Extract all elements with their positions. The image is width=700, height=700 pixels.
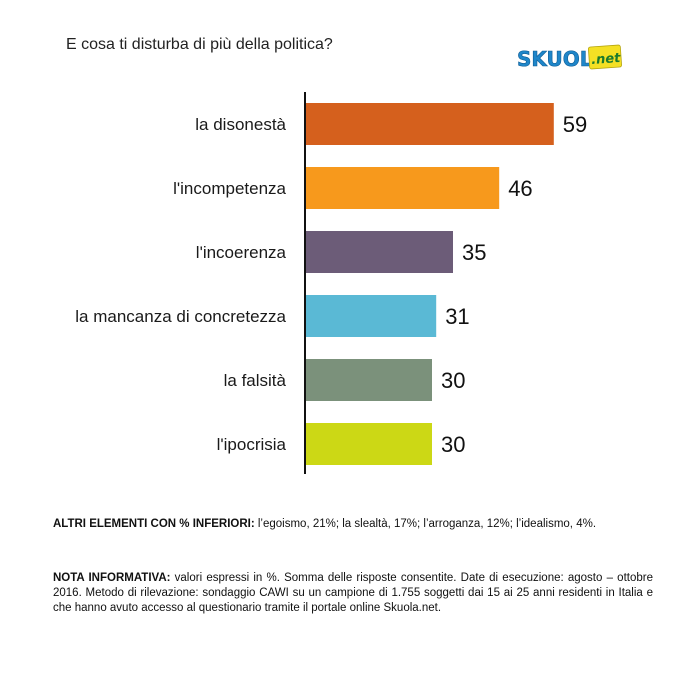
value-label-3: 31 (445, 304, 469, 329)
chart-title: E cosa ti disturba di più della politica… (66, 36, 333, 53)
category-label-1: l'incompetenza (173, 179, 286, 198)
category-label-4: la falsità (224, 371, 287, 390)
value-label-4: 30 (441, 368, 465, 393)
value-label-5: 30 (441, 432, 465, 457)
other-elements-label: ALTRI ELEMENTI CON % INFERIORI: (53, 518, 255, 530)
info-label: NOTA INFORMATIVA: (53, 572, 171, 584)
category-label-5: l'ipocrisia (217, 435, 287, 454)
other-elements-note: ALTRI ELEMENTI CON % INFERIORI: l’egoism… (53, 517, 653, 532)
value-label-1: 46 (508, 176, 532, 201)
category-label-3: la mancanza di concretezza (75, 307, 286, 326)
bar-3 (306, 295, 437, 337)
bar-5 (306, 423, 432, 465)
bar-4 (306, 359, 432, 401)
value-label-0: 59 (563, 112, 587, 137)
bar-1 (306, 167, 500, 209)
logo-suffix-text: .net (591, 51, 622, 68)
bar-2 (306, 231, 453, 273)
info-text: valori espressi in %. Somma delle rispos… (53, 572, 653, 614)
bar-chart: la disonestà 59 l'incompetenza 46 l'incoeren… (75, 92, 587, 474)
category-label-2: l'incoerenza (196, 243, 287, 262)
category-label-0: la disonestà (195, 115, 286, 134)
value-label-2: 35 (462, 240, 486, 265)
other-elements-text: l’egoismo, 21%; la slealtà, 17%; l’arrog… (254, 518, 597, 530)
skuola-logo: SKUOLa .net (515, 44, 622, 71)
bar-0 (306, 103, 554, 145)
info-note: NOTA INFORMATIVA: valori espressi in %. … (53, 571, 653, 616)
